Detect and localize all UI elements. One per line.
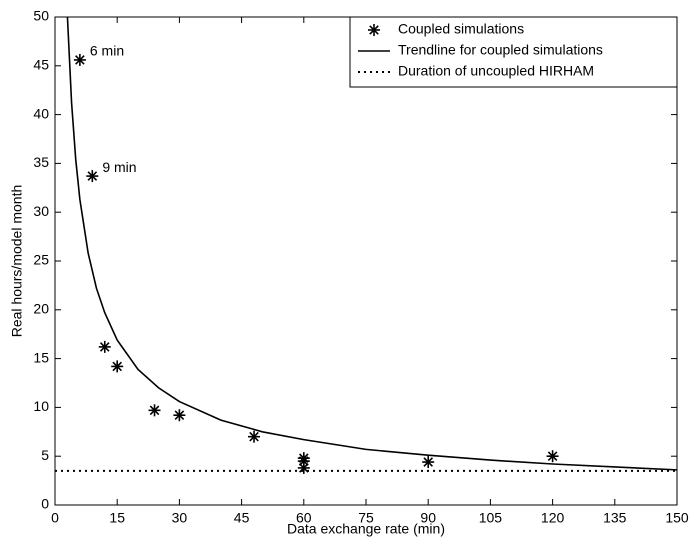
legend-marker [368, 24, 380, 36]
data-point [248, 430, 261, 443]
y-tick-label: 40 [33, 105, 49, 121]
marker-stroke [149, 405, 160, 416]
y-tick-label: 15 [33, 349, 49, 365]
data-point [546, 450, 559, 463]
annotation: 9 min [102, 159, 136, 175]
data-point [111, 360, 124, 373]
data-point [422, 456, 435, 469]
legend-label: Duration of uncoupled HIRHAM [398, 63, 594, 79]
y-tick-label: 30 [33, 203, 49, 219]
legend-label: Trendline for coupled simulations [398, 42, 603, 58]
x-tick-label: 120 [541, 510, 565, 526]
y-tick-label: 5 [41, 447, 49, 463]
x-tick-label: 135 [603, 510, 627, 526]
x-tick-label: 105 [479, 510, 503, 526]
marker-stroke [547, 451, 558, 462]
y-tick-label: 25 [33, 252, 49, 268]
marker-stroke [75, 55, 85, 65]
marker-stroke [298, 463, 309, 473]
x-tick-label: 45 [234, 510, 250, 526]
marker-stroke [99, 342, 110, 352]
marker-stroke [298, 456, 309, 466]
legend-box [349, 16, 678, 88]
x-tick-label: 60 [296, 510, 312, 526]
x-axis-label: Data exchange rate (min) [287, 521, 445, 537]
marker-stroke [112, 361, 123, 372]
x-tick-label: 75 [358, 510, 374, 526]
y-tick-label: 50 [33, 8, 49, 24]
x-tick-label: 150 [665, 510, 689, 526]
y-axis-label: Real hours/model month [9, 185, 25, 338]
x-tick-label: 0 [51, 510, 59, 526]
y-tick-label: 45 [33, 57, 49, 73]
plot-frame [54, 16, 678, 506]
marker-stroke [423, 457, 434, 467]
y-tick-label: 35 [33, 154, 49, 170]
marker-stroke [174, 410, 185, 421]
x-tick-label: 30 [172, 510, 188, 526]
x-tick-label: 15 [109, 510, 125, 526]
x-tick-label: 90 [420, 510, 436, 526]
trend-line [66, 16, 678, 471]
marker-stroke [87, 171, 98, 181]
data-point [86, 170, 99, 183]
marker-stroke [249, 431, 259, 442]
data-point [297, 455, 310, 468]
data-point [148, 404, 161, 417]
y-tick-label: 0 [41, 496, 49, 512]
y-tick-label: 10 [33, 398, 49, 414]
annotation: 6 min [90, 43, 124, 59]
legend-label: Coupled simulations [398, 21, 524, 37]
marker-stroke [369, 25, 379, 35]
data-point [297, 461, 310, 474]
data-point [98, 340, 111, 353]
data-point [173, 409, 186, 422]
y-tick-label: 20 [33, 301, 49, 317]
data-point [73, 53, 86, 66]
